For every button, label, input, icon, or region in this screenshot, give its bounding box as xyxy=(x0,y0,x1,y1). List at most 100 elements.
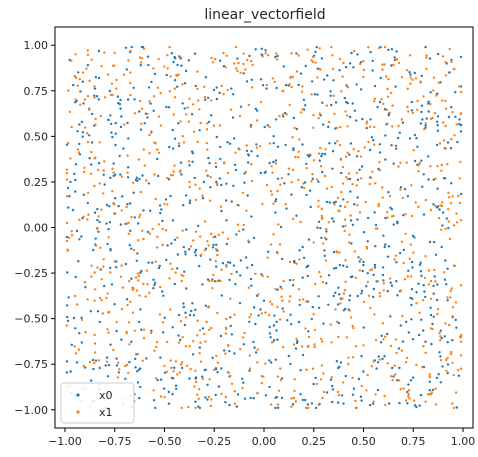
point-x1 xyxy=(182,274,185,278)
point-x0 xyxy=(212,243,215,247)
point-x1 xyxy=(391,125,394,128)
point-x0 xyxy=(139,63,142,67)
point-x1 xyxy=(93,96,96,99)
point-x1 xyxy=(318,270,321,274)
point-x0 xyxy=(173,282,176,286)
point-x0 xyxy=(289,313,292,316)
point-x0 xyxy=(227,261,230,264)
point-x0 xyxy=(218,91,221,95)
point-x0 xyxy=(161,290,164,293)
plot-frame xyxy=(54,26,474,429)
point-x1 xyxy=(425,56,428,59)
point-x1 xyxy=(331,67,335,71)
point-x0 xyxy=(94,237,97,240)
point-x1 xyxy=(378,358,381,361)
point-x0 xyxy=(187,59,190,62)
point-x0 xyxy=(304,104,307,107)
point-x1 xyxy=(280,295,283,298)
point-x0 xyxy=(113,303,116,306)
point-x1 xyxy=(246,58,249,62)
point-x1 xyxy=(446,296,449,299)
point-x1 xyxy=(329,323,332,326)
point-x1 xyxy=(399,289,403,292)
point-x1 xyxy=(290,397,293,400)
point-x0 xyxy=(427,102,430,105)
point-x0 xyxy=(373,211,376,214)
point-x0 xyxy=(67,206,70,209)
point-x0 xyxy=(291,284,295,287)
point-x1 xyxy=(449,352,453,356)
point-x1 xyxy=(412,399,416,402)
point-x1 xyxy=(242,62,245,66)
point-x1 xyxy=(156,246,159,249)
point-x1 xyxy=(161,321,165,324)
point-x0 xyxy=(422,365,426,369)
point-x1 xyxy=(143,164,146,167)
point-x0 xyxy=(259,308,262,311)
point-x1 xyxy=(346,177,350,181)
point-x1 xyxy=(76,84,80,87)
point-x1 xyxy=(400,118,403,121)
point-x1 xyxy=(152,95,156,98)
point-x0 xyxy=(298,303,301,307)
point-x1 xyxy=(324,148,327,151)
point-x1 xyxy=(425,54,428,57)
point-x0 xyxy=(387,245,391,248)
point-x1 xyxy=(344,218,347,221)
point-x0 xyxy=(219,145,222,149)
point-x1 xyxy=(194,230,198,233)
point-x1 xyxy=(352,326,355,330)
point-x1 xyxy=(381,322,385,325)
point-x0 xyxy=(74,327,77,330)
point-x0 xyxy=(436,187,439,190)
point-x1 xyxy=(459,284,463,287)
point-x0 xyxy=(413,133,417,137)
point-x0 xyxy=(257,314,260,317)
point-x1 xyxy=(196,70,199,73)
point-x1 xyxy=(257,293,260,296)
point-x1 xyxy=(247,286,250,289)
point-x1 xyxy=(188,344,191,348)
point-x0 xyxy=(250,215,253,218)
point-x1 xyxy=(397,379,401,382)
point-x0 xyxy=(274,358,277,361)
point-x0 xyxy=(420,274,423,277)
point-x1 xyxy=(166,340,169,344)
point-x1 xyxy=(201,194,204,197)
point-x1 xyxy=(365,389,368,392)
point-x1 xyxy=(229,108,233,112)
point-x1 xyxy=(175,73,178,77)
point-x0 xyxy=(201,197,205,200)
point-x1 xyxy=(443,271,446,274)
point-x0 xyxy=(188,164,191,167)
point-x1 xyxy=(392,63,395,67)
point-x1 xyxy=(428,373,431,376)
point-x1 xyxy=(209,326,213,330)
point-x0 xyxy=(320,236,323,240)
point-x1 xyxy=(314,61,317,64)
point-x0 xyxy=(138,110,141,113)
point-x1 xyxy=(343,229,346,233)
point-x1 xyxy=(335,250,338,253)
point-x0 xyxy=(256,154,259,158)
point-x1 xyxy=(129,300,132,303)
point-x0 xyxy=(153,72,157,76)
point-x1 xyxy=(344,224,347,228)
point-x0 xyxy=(323,254,326,257)
point-x1 xyxy=(406,275,409,278)
point-x1 xyxy=(444,147,447,150)
point-x1 xyxy=(279,183,282,186)
point-x1 xyxy=(457,368,460,372)
point-x0 xyxy=(319,227,322,230)
point-x1 xyxy=(318,112,321,115)
x-tick-label: 0.50 xyxy=(351,435,376,448)
point-x1 xyxy=(444,99,447,103)
point-x0 xyxy=(383,355,386,358)
point-x0 xyxy=(383,108,387,111)
point-x0 xyxy=(236,393,240,396)
point-x1 xyxy=(267,313,271,317)
point-x1 xyxy=(70,230,74,233)
point-x0 xyxy=(429,306,432,309)
point-x0 xyxy=(335,360,339,363)
point-x1 xyxy=(298,258,301,261)
